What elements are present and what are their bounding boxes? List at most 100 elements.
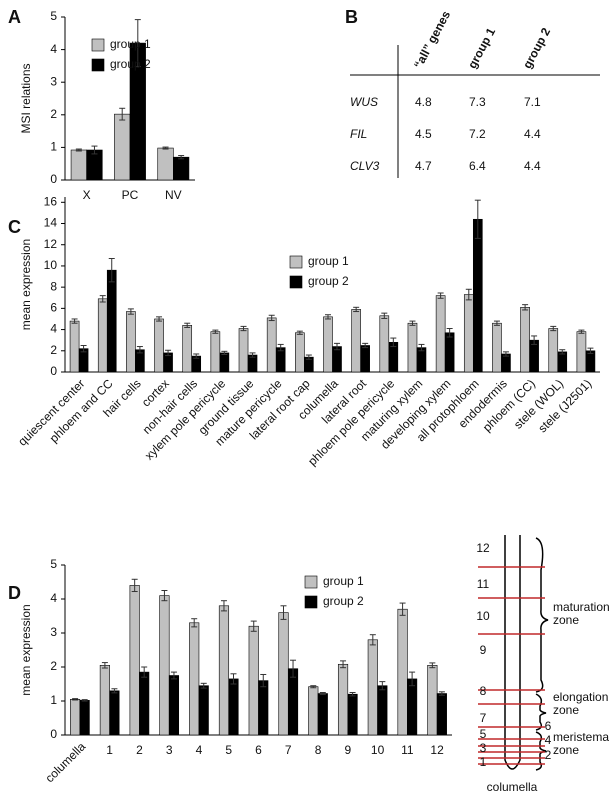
y-axis-label: mean expression — [19, 239, 33, 330]
error-bar — [362, 342, 369, 349]
bar — [219, 352, 230, 373]
y-tick-label: 5 — [50, 9, 57, 23]
bar — [436, 693, 447, 736]
legend-swatch — [91, 38, 105, 52]
bar — [228, 678, 239, 736]
bar — [97, 298, 108, 373]
legend-swatch — [289, 255, 303, 269]
segment-label: 5 — [480, 727, 487, 741]
x-tick-label: columella — [42, 739, 88, 785]
bar — [295, 332, 305, 373]
bar — [360, 345, 370, 373]
error-bar — [184, 322, 191, 328]
error-bar — [221, 350, 228, 355]
bar — [210, 331, 221, 373]
bar — [129, 585, 140, 736]
y-tick-label: 2 — [50, 659, 57, 673]
bar — [427, 664, 438, 736]
error-bar — [178, 155, 185, 160]
segment-label: 6 — [545, 719, 552, 733]
bar — [337, 663, 349, 736]
bar — [347, 693, 358, 736]
bar — [492, 322, 502, 373]
error-bar — [141, 666, 148, 678]
error-bar — [379, 681, 386, 691]
segment-label: 7 — [480, 711, 487, 725]
legend-swatch — [304, 575, 318, 589]
bar — [69, 320, 80, 373]
bar — [557, 351, 568, 373]
error-bar — [240, 325, 247, 332]
row-label: FIL — [350, 127, 367, 141]
x-tick-label: 9 — [344, 743, 351, 757]
error-bar — [340, 660, 347, 669]
y-tick-label: 6 — [50, 301, 57, 315]
segment-label: 9 — [480, 643, 487, 657]
error-bar — [72, 698, 79, 701]
table-cell: 4.7 — [415, 159, 432, 173]
bar — [173, 156, 190, 181]
error-bar — [438, 691, 445, 696]
bar — [157, 147, 174, 181]
legend-label: group 2 — [110, 57, 151, 71]
legend-label: group 1 — [323, 574, 364, 588]
table-cell: 7.1 — [524, 95, 541, 109]
error-bar — [429, 662, 436, 669]
y-tick-label: 1 — [50, 693, 57, 707]
y-tick-label: 8 — [50, 279, 57, 293]
bar — [472, 218, 483, 373]
error-bar — [191, 618, 198, 628]
bar — [435, 295, 446, 373]
error-bar — [353, 306, 360, 313]
x-tick-label: 5 — [225, 743, 232, 757]
segment-label: 8 — [480, 684, 487, 698]
bar — [377, 685, 388, 736]
y-tick-label: 10 — [44, 258, 58, 272]
y-tick-label: 5 — [50, 557, 57, 571]
panel-letter: C — [8, 217, 21, 237]
bar — [407, 322, 418, 373]
error-bar — [80, 344, 87, 353]
error-bar — [165, 349, 172, 357]
column-header: “all” genes — [411, 8, 453, 71]
bar — [258, 680, 269, 736]
tip-label: columella — [487, 780, 538, 794]
error-bar — [381, 312, 388, 319]
error-bar — [277, 343, 284, 352]
bar — [367, 639, 378, 736]
error-bar — [81, 699, 88, 702]
error-bar — [559, 349, 566, 355]
bar — [379, 315, 390, 373]
x-tick-label: X — [83, 188, 91, 202]
error-bar — [280, 605, 287, 620]
y-tick-label: 12 — [44, 237, 58, 251]
error-bar — [465, 288, 472, 301]
error-bar — [531, 335, 538, 345]
bar — [323, 316, 333, 373]
bar — [287, 668, 299, 736]
bar — [159, 595, 170, 736]
segment-label: 11 — [477, 577, 490, 591]
bar — [168, 675, 180, 736]
y-axis-label: mean expression — [19, 604, 33, 695]
error-bar — [260, 673, 267, 688]
x-tick-label: 8 — [315, 743, 322, 757]
error-bar — [250, 620, 257, 632]
legend-label: group 2 — [323, 594, 364, 608]
bar — [106, 269, 117, 373]
error-bar — [437, 292, 444, 299]
y-axis-label: MSI relations — [19, 63, 33, 133]
y-tick-label: 0 — [50, 364, 57, 378]
error-bar — [101, 662, 108, 669]
error-bar — [399, 602, 406, 616]
error-bar — [249, 352, 256, 358]
legend-label: group 2 — [308, 274, 349, 288]
table-cell: 7.2 — [469, 127, 486, 141]
error-bar — [296, 330, 303, 335]
error-bar — [91, 145, 98, 155]
error-bar — [71, 318, 78, 324]
bar — [351, 309, 361, 373]
bar — [332, 346, 342, 373]
bar — [198, 685, 209, 736]
error-bar — [390, 337, 397, 348]
